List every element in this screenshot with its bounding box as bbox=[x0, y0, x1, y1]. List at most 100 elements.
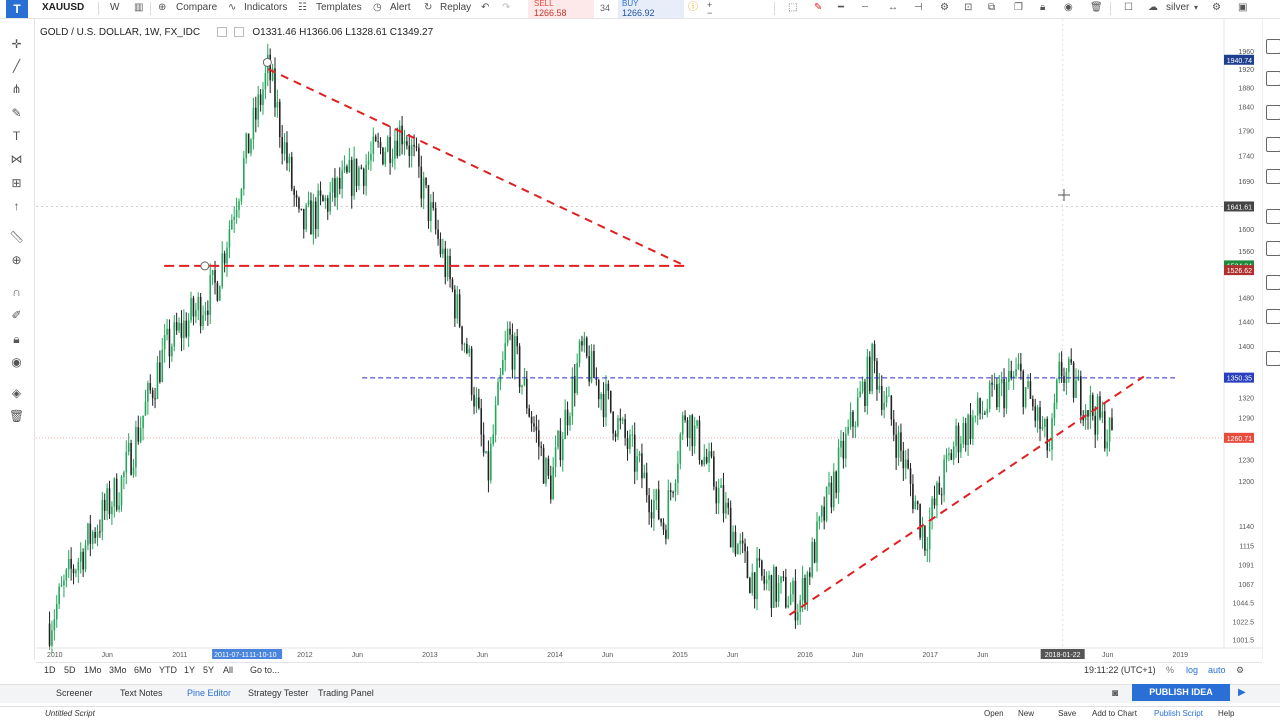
tab-pine-editor[interactable]: Pine Editor bbox=[187, 688, 232, 698]
visibility-icon[interactable]: ⊡ bbox=[964, 2, 973, 13]
range-5y[interactable]: 5Y bbox=[203, 665, 215, 675]
layers-icon[interactable]: ❐ bbox=[1014, 2, 1023, 13]
help-button[interactable]: Help bbox=[1218, 709, 1235, 718]
tab-strategy-tester[interactable]: Strategy Tester bbox=[248, 688, 309, 698]
price-tag-label-top: 1940.74 bbox=[1227, 58, 1252, 65]
sell-button[interactable]: SELL 1266.58 bbox=[528, 0, 594, 18]
chart-settings-icon[interactable]: ⚙ bbox=[1212, 2, 1221, 13]
fullscreen-icon[interactable]: ☐ bbox=[1124, 2, 1133, 13]
line-end-icon[interactable]: ⊣ bbox=[914, 2, 923, 13]
lock-drawings-icon[interactable]: 🔒︎ bbox=[13, 332, 20, 346]
remove-drawings-icon[interactable]: 🗑︎ bbox=[9, 409, 25, 423]
interval-button[interactable]: W bbox=[110, 2, 120, 13]
tab-text-notes[interactable]: Text Notes bbox=[120, 688, 163, 698]
save-button[interactable]: Save bbox=[1058, 709, 1077, 718]
settings-gear-icon[interactable]: ⚙ bbox=[940, 2, 949, 13]
alerts-panel-icon[interactable] bbox=[1266, 71, 1280, 86]
text-tool-icon[interactable]: T bbox=[12, 129, 21, 143]
redo-icon[interactable]: ↷ bbox=[502, 2, 511, 13]
info-icon[interactable]: ⓘ bbox=[688, 2, 698, 13]
log-toggle[interactable]: log bbox=[1186, 665, 1199, 675]
favorites-icon[interactable]: ◈ bbox=[11, 386, 22, 400]
eye-icon[interactable]: ◉ bbox=[1064, 2, 1073, 13]
chart-style-icon[interactable]: ▥ bbox=[134, 2, 144, 13]
range-1mo[interactable]: 1Mo bbox=[84, 665, 102, 675]
goto-date[interactable]: Go to... bbox=[250, 665, 280, 675]
brush-icon[interactable]: ✎ bbox=[11, 106, 22, 120]
arrow-icon[interactable]: ↑ bbox=[13, 199, 20, 213]
auto-toggle[interactable]: auto bbox=[1208, 665, 1226, 675]
theme-selector[interactable]: silver bbox=[1166, 2, 1190, 13]
notifications-icon[interactable] bbox=[1266, 275, 1280, 290]
zoom-icon[interactable]: ⊕ bbox=[11, 253, 22, 267]
trendline-tool-icon[interactable]: ╱ bbox=[12, 59, 21, 73]
tab-trading-panel[interactable]: Trading Panel bbox=[318, 688, 374, 698]
open-button[interactable]: Open bbox=[984, 709, 1004, 718]
range-1y[interactable]: 1Y bbox=[184, 665, 196, 675]
range-6mo[interactable]: 6Mo bbox=[134, 665, 152, 675]
range-ytd[interactable]: YTD bbox=[159, 665, 177, 675]
calendar-icon[interactable] bbox=[1266, 169, 1280, 184]
buy-button[interactable]: BUY 1266.92 bbox=[618, 0, 684, 18]
range-3mo[interactable]: 3Mo bbox=[109, 665, 127, 675]
candle-body bbox=[1111, 417, 1113, 431]
line-style-icon[interactable]: ┄ bbox=[862, 2, 869, 13]
dom-icon[interactable] bbox=[1266, 351, 1280, 366]
ideas-stream-icon[interactable] bbox=[1266, 209, 1280, 224]
publish-script-button[interactable]: Publish Script bbox=[1154, 709, 1203, 718]
eye-toggle-icon[interactable] bbox=[216, 27, 227, 38]
tab-screener[interactable]: Screener bbox=[56, 688, 93, 698]
trash-icon[interactable]: 🗑︎ bbox=[1090, 2, 1103, 13]
clock[interactable]: 19:11:22 (UTC+1) bbox=[1084, 665, 1156, 675]
chevron-down-icon[interactable]: ▾ bbox=[1194, 3, 1199, 12]
add-to-chart-button[interactable]: Add to Chart bbox=[1092, 709, 1137, 718]
range-1d[interactable]: 1D bbox=[44, 665, 56, 675]
candle-body bbox=[725, 502, 727, 514]
undo-icon[interactable]: ↶ bbox=[481, 2, 490, 13]
indicators-button[interactable]: Indicators bbox=[244, 2, 288, 13]
buy-label: BUY bbox=[622, 0, 639, 8]
candle-body bbox=[454, 289, 456, 319]
snapshot-icon[interactable]: ◙ bbox=[1112, 688, 1119, 699]
ruler-icon[interactable]: 📏︎ bbox=[9, 230, 25, 244]
stay-drawing-icon[interactable]: ✐ bbox=[11, 308, 22, 322]
settings-toggle-icon[interactable] bbox=[233, 27, 244, 38]
new-button[interactable]: New bbox=[1018, 709, 1035, 718]
candle-body bbox=[144, 401, 147, 416]
plus-icon[interactable]: + bbox=[707, 0, 713, 10]
alert-button[interactable]: Alert bbox=[390, 2, 411, 13]
hide-drawings-icon[interactable]: ◉ bbox=[11, 355, 22, 369]
extend-line-icon[interactable]: ↔ bbox=[888, 2, 898, 13]
lock-icon[interactable]: 🔒︎ bbox=[1040, 2, 1046, 13]
magnet-icon[interactable]: ∩ bbox=[12, 285, 21, 299]
templates-button[interactable]: Templates bbox=[316, 2, 362, 13]
play-icon[interactable]: ▶ bbox=[1238, 687, 1246, 698]
streams-icon[interactable] bbox=[1266, 309, 1280, 324]
publish-idea-button[interactable]: PUBLISH IDEA bbox=[1132, 684, 1230, 701]
camera-icon[interactable]: ▣ bbox=[1238, 2, 1248, 13]
pitchfork-icon[interactable]: ⋔ bbox=[11, 82, 22, 96]
chats-icon[interactable] bbox=[1266, 241, 1280, 256]
crosshair-icon[interactable]: ✛ bbox=[11, 37, 22, 51]
scale-settings-icon[interactable]: ⚙ bbox=[1236, 665, 1245, 675]
watchlist-icon[interactable] bbox=[1266, 39, 1280, 54]
candle-body bbox=[243, 158, 245, 190]
pen-color-icon[interactable]: ✎ bbox=[814, 2, 823, 13]
tradingview-logo-icon[interactable]: T bbox=[6, 0, 28, 18]
minus-icon[interactable]: − bbox=[707, 8, 713, 18]
candle-body bbox=[1010, 370, 1013, 378]
replay-button[interactable]: Replay bbox=[440, 2, 472, 13]
pattern-icon[interactable]: ⋈ bbox=[10, 152, 23, 166]
compare-button[interactable]: Compare bbox=[176, 2, 218, 13]
range-5d[interactable]: 5D bbox=[64, 665, 76, 675]
clone-icon[interactable]: ⧉ bbox=[988, 2, 996, 13]
hotlist-icon[interactable] bbox=[1266, 137, 1280, 152]
data-window-icon[interactable] bbox=[1266, 105, 1280, 120]
symbol-search[interactable]: XAUUSD bbox=[42, 2, 85, 13]
percent-toggle[interactable]: % bbox=[1166, 665, 1175, 675]
range-all[interactable]: All bbox=[223, 665, 234, 675]
prediction-icon[interactable]: ⊞ bbox=[11, 176, 22, 190]
drawing-tool-icon[interactable]: ⬚ bbox=[788, 2, 798, 13]
line-width-icon[interactable]: ━ bbox=[838, 2, 845, 13]
